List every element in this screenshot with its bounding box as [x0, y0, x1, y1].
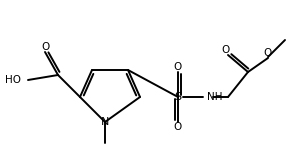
Text: N: N: [101, 117, 109, 127]
Text: O: O: [174, 62, 182, 72]
Text: NH: NH: [207, 92, 223, 102]
Text: O: O: [174, 122, 182, 132]
Text: O: O: [264, 48, 272, 58]
Text: O: O: [222, 45, 230, 55]
Text: S: S: [174, 92, 182, 102]
Text: HO: HO: [5, 75, 21, 85]
Text: O: O: [41, 42, 49, 52]
